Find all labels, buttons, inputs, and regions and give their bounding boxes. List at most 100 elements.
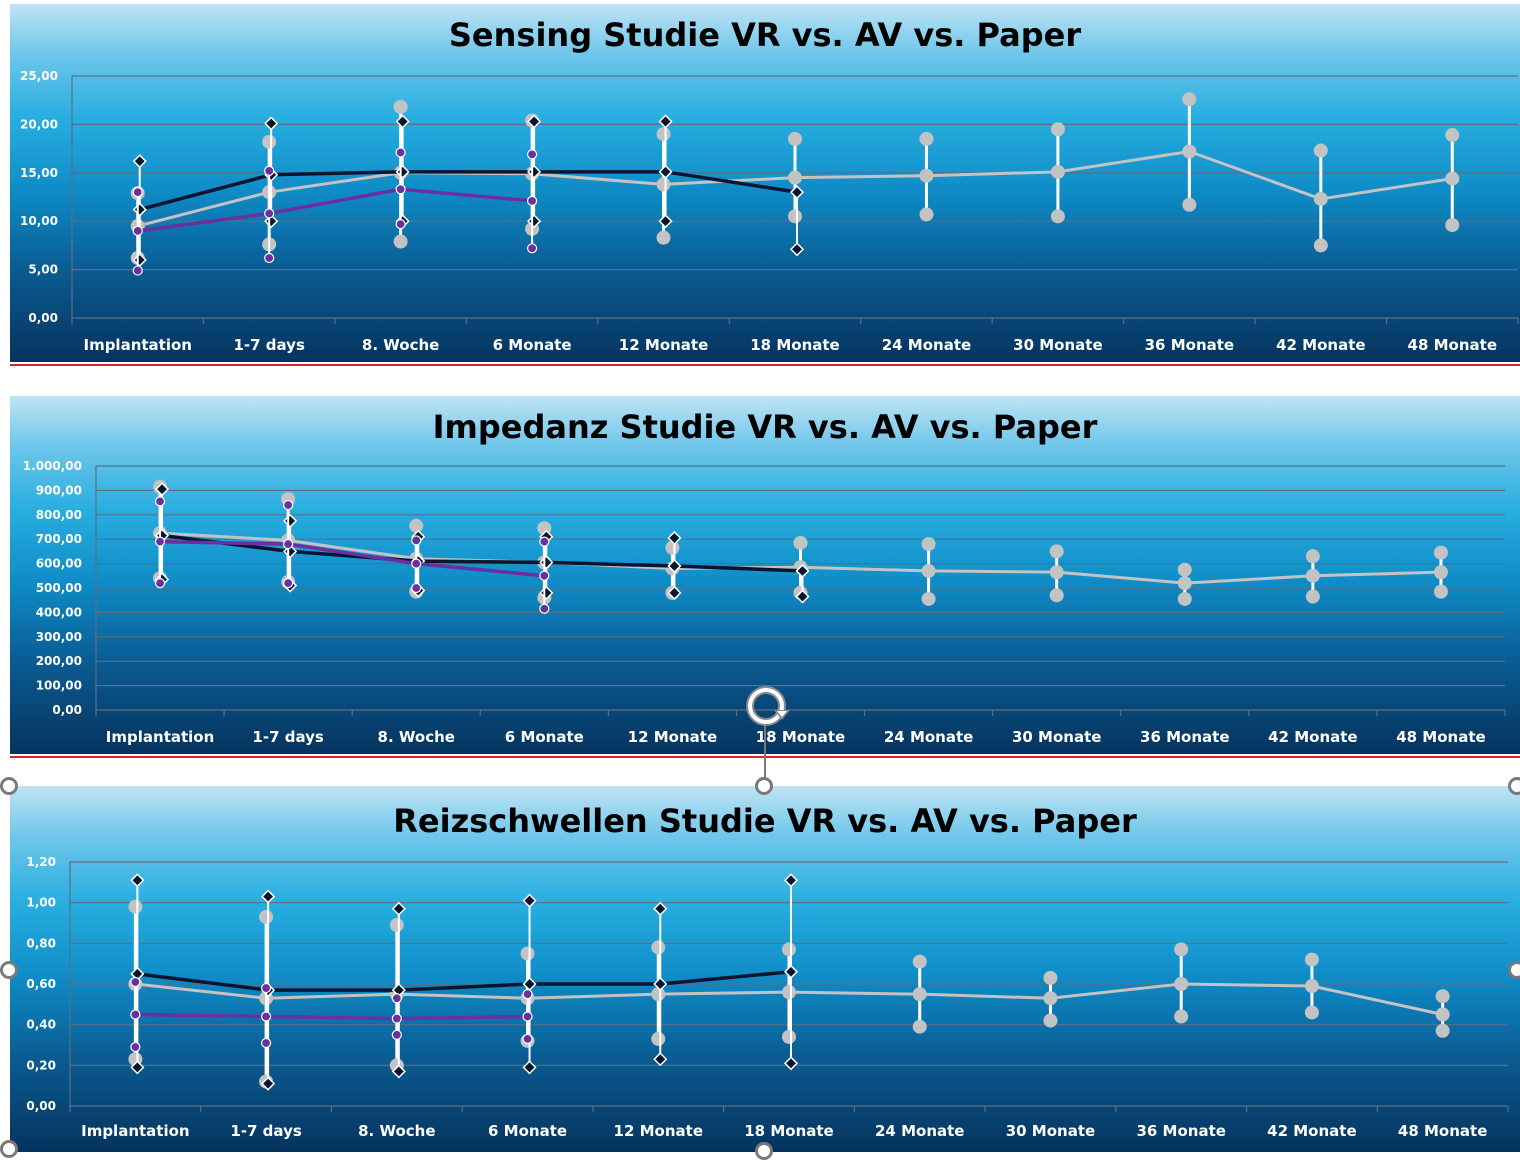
selection-handle-right-middle[interactable] <box>1508 961 1520 979</box>
error-cap-av <box>260 982 272 994</box>
y-tick-label: 200,00 <box>36 654 82 668</box>
y-tick-label: 20,00 <box>20 117 58 131</box>
y-tick-label: 0,60 <box>26 977 56 991</box>
selection-handle-top-middle[interactable] <box>755 777 773 795</box>
y-tick-label: 0,00 <box>26 1099 56 1113</box>
error-cap-paper <box>1313 143 1328 158</box>
data-point-av <box>522 1011 533 1022</box>
data-point-av <box>132 225 143 236</box>
rotate-handle-stem <box>764 722 766 778</box>
selection-handle-bottom-left[interactable] <box>0 1140 18 1158</box>
error-cap-av <box>411 582 422 594</box>
x-tick-label: 18 Monate <box>744 1122 833 1140</box>
selection-handle-bottom-middle[interactable] <box>755 1142 773 1160</box>
error-cap-paper <box>912 1019 927 1034</box>
error-cap-paper <box>128 899 143 914</box>
error-cap-vr <box>391 901 406 916</box>
series-vr <box>132 114 805 267</box>
data-point-paper <box>919 168 934 183</box>
chart-impedanz[interactable]: Impedanz Studie VR vs. AV vs. Paper 0,00 1… <box>10 396 1520 754</box>
data-point-vr <box>132 202 147 217</box>
error-cap-av <box>526 149 538 160</box>
data-point-av <box>260 1011 272 1022</box>
error-cap-paper <box>656 230 671 245</box>
y-tick-label: 100,00 <box>36 679 82 693</box>
data-point-vr <box>658 164 673 179</box>
error-cap-paper <box>1433 545 1448 560</box>
selection-handle-top-right[interactable] <box>1508 777 1520 795</box>
error-cap-vr <box>130 873 145 888</box>
y-tick-label: 0,40 <box>26 1018 56 1032</box>
x-tick-label: 24 Monate <box>882 336 971 354</box>
x-tick-label: Implantation <box>106 728 214 746</box>
error-cap-vr <box>667 530 682 546</box>
error-cap-paper <box>1174 942 1189 957</box>
data-point-paper <box>1305 568 1320 583</box>
error-cap-vr <box>395 114 410 129</box>
x-tick-label: 30 Monate <box>1013 336 1102 354</box>
x-tick-label: 18 Monate <box>756 728 845 746</box>
data-point-vr <box>667 558 682 574</box>
error-cap-vr <box>522 893 537 908</box>
data-point-vr <box>522 976 537 992</box>
y-tick-label: 5,00 <box>28 263 58 277</box>
error-cap-paper <box>1049 544 1064 559</box>
data-point-paper <box>1043 991 1058 1006</box>
x-tick-label: 48 Monate <box>1396 728 1485 746</box>
data-point-av <box>264 208 275 219</box>
error-cap-paper <box>919 207 934 222</box>
data-point-av <box>154 536 166 547</box>
data-point-vr <box>653 976 668 992</box>
x-tick-label: 8. Woche <box>362 336 439 354</box>
error-cap-av <box>395 219 406 230</box>
x-tick-label: 24 Monate <box>875 1122 964 1140</box>
series-av <box>132 147 538 276</box>
error-cap-av <box>526 243 538 254</box>
error-cap-av <box>154 496 166 507</box>
chart-reizschwellen-svg: Reizschwellen Studie VR vs. AV vs. Paper… <box>26 802 1509 1140</box>
data-point-vr <box>783 964 799 979</box>
series-line-vr <box>139 170 798 212</box>
error-cap-vr <box>132 154 147 169</box>
error-cap-av <box>411 535 422 546</box>
error-cap-paper <box>912 954 927 969</box>
y-tick-label: 0,80 <box>26 936 56 950</box>
error-cap-paper <box>1445 128 1460 143</box>
y-tick-label: 400,00 <box>36 605 82 619</box>
error-cap-av <box>522 1033 533 1044</box>
selection-handle-top-left[interactable] <box>0 777 18 795</box>
x-tick-label: 12 Monate <box>628 728 717 746</box>
y-tick-label: 10,00 <box>20 214 58 228</box>
error-cap-vr <box>658 214 673 229</box>
data-point-paper <box>656 177 671 192</box>
error-cap-vr <box>667 585 682 600</box>
error-cap-vr <box>795 589 810 604</box>
error-cap-av <box>264 252 275 264</box>
error-cap-vr <box>261 1076 276 1091</box>
error-cap-av <box>539 603 550 614</box>
error-cap-vr <box>653 901 668 916</box>
y-tick-label: 500,00 <box>36 581 82 595</box>
y-tick-label: 0,00 <box>52 703 82 717</box>
selection-handle-left-middle[interactable] <box>0 961 18 979</box>
x-tick-label: Implantation <box>81 1122 189 1140</box>
data-point-paper <box>651 987 666 1002</box>
chart-sensing[interactable]: Sensing Studie VR vs. AV vs. Paper 0,00 5,… <box>10 4 1520 362</box>
chart-title: Impedanz Studie VR vs. AV vs. Paper <box>433 408 1098 446</box>
rotate-icon[interactable] <box>740 680 792 732</box>
x-tick-label: 36 Monate <box>1145 336 1234 354</box>
error-cap-paper <box>1174 1009 1189 1024</box>
chart-reizschwellen[interactable]: Reizschwellen Studie VR vs. AV vs. Paper… <box>10 786 1520 1152</box>
series-paper <box>153 479 1448 606</box>
error-cap-av <box>522 989 533 1000</box>
error-cap-vr <box>653 1052 668 1067</box>
y-tick-label: 700,00 <box>36 532 82 546</box>
error-cap-vr <box>783 1056 799 1071</box>
series-line-vr <box>161 533 803 573</box>
error-cap-paper <box>919 131 934 146</box>
y-tick-label: 800,00 <box>36 508 82 522</box>
error-cap-paper <box>665 540 680 555</box>
series-paper <box>130 92 1460 265</box>
error-cap-vr <box>261 889 276 904</box>
data-point-vr <box>795 563 810 578</box>
